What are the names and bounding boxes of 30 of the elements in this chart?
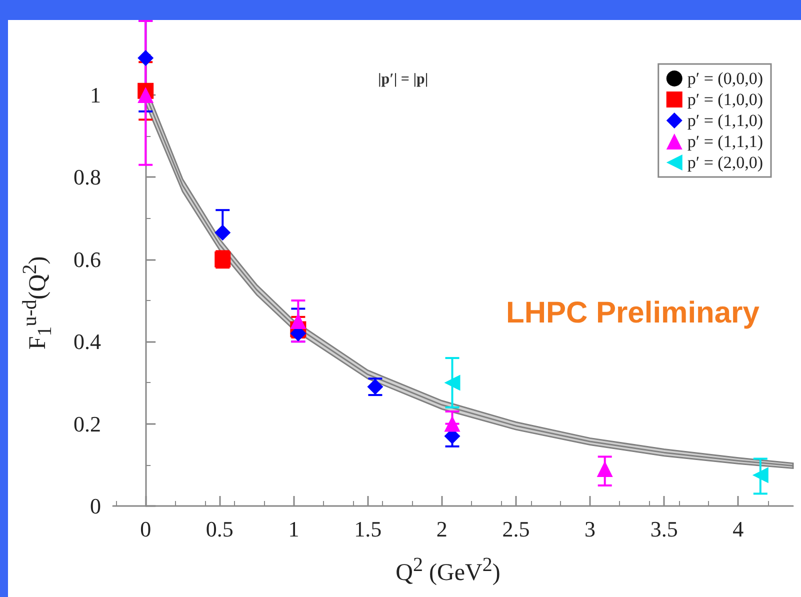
- legend-label: p′ = (0,0,0): [687, 69, 764, 88]
- point: [214, 224, 231, 241]
- point: [138, 50, 154, 66]
- legend-label: p′ = (1,0,0): [687, 90, 764, 109]
- legend-label: p′ = (1,1,1): [687, 132, 764, 151]
- x-tick-label: 2.5: [502, 516, 530, 542]
- x-tick-label: 2: [436, 516, 448, 542]
- point: [138, 86, 154, 103]
- y-tick-label: 0.8: [74, 164, 101, 190]
- legend-label: p′ = (1,1,0): [687, 111, 764, 130]
- y-tick-label: 1: [90, 82, 101, 108]
- x-tick-label: 0.5: [206, 516, 234, 542]
- x-tick-label: 4: [732, 516, 744, 542]
- y-tick-label: 0.6: [74, 246, 101, 272]
- y-tick-label: 0.4: [74, 329, 101, 354]
- point: [752, 467, 768, 484]
- y-tick-label: 0.2: [74, 411, 101, 436]
- annotation: LHPC Preliminary: [506, 296, 760, 330]
- x-tick-label: 0: [140, 516, 152, 542]
- point: [596, 461, 613, 478]
- annotation: |p′| = |p|: [378, 72, 428, 88]
- x-tick-label: 3: [584, 516, 596, 542]
- point: [444, 416, 460, 432]
- legend-label: p′ = (2,0,0): [687, 153, 764, 172]
- point: [444, 374, 460, 391]
- x-tick-label: 1: [288, 516, 300, 542]
- x-tick-label: 3.5: [650, 516, 678, 542]
- y-tick-label: 0: [90, 494, 101, 518]
- x-tick-label: 1.5: [354, 516, 382, 542]
- x-axis-title: Q$^{2}$ (GeV$^{2}$): [394, 554, 502, 587]
